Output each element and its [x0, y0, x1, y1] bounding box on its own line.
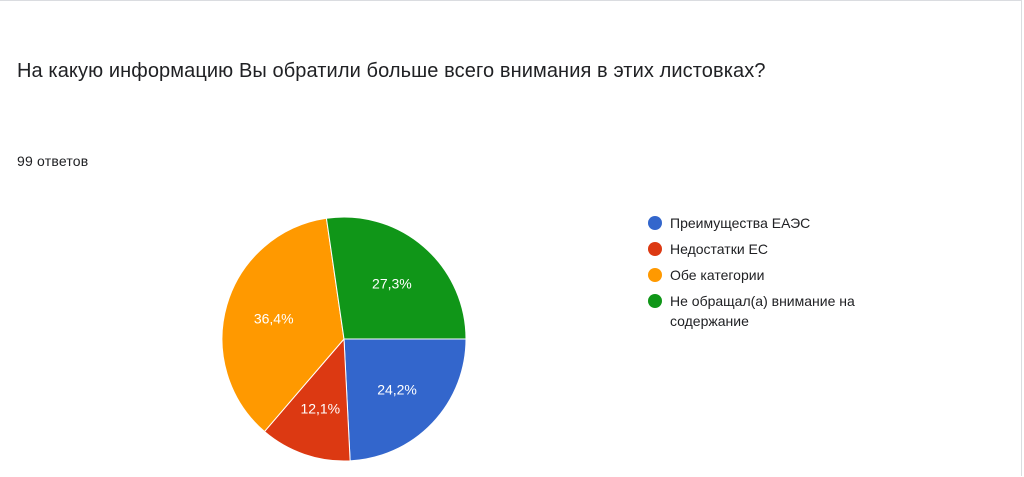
legend-item-0[interactable]: Преимущества ЕАЭС — [648, 213, 908, 233]
legend-swatch-icon — [648, 242, 662, 256]
question-title: На какую информацию Вы обратили больше в… — [17, 60, 766, 82]
pie-slice-3[interactable] — [325, 216, 467, 340]
pie-slice-label-0: 24,2% — [377, 381, 417, 397]
legend-swatch-icon — [648, 268, 662, 282]
pie-slice-label-1: 12,1% — [300, 400, 340, 416]
legend-label: Обе категории — [670, 267, 765, 283]
pie-slice-0[interactable] — [343, 338, 467, 462]
legend-item-2[interactable]: Обе категории — [648, 265, 908, 285]
legend-item-3[interactable]: Не обращал(а) внимание на содержание — [648, 291, 908, 331]
pie-slice-label-2: 36,4% — [254, 311, 294, 327]
legend-label: Преимущества ЕАЭС — [670, 215, 811, 231]
pie-slice-label-3: 27,3% — [372, 276, 412, 292]
legend-label: Недостатки ЕС — [670, 241, 768, 257]
legend-swatch-icon — [648, 294, 662, 308]
chart-legend: Преимущества ЕАЭС Недостатки ЕС Обе катего… — [648, 213, 908, 337]
response-count: 99 ответов — [17, 153, 89, 169]
pie-slice-2[interactable] — [221, 217, 345, 433]
legend-swatch-icon — [648, 216, 662, 230]
legend-label: Не обращал(а) внимание на содержание — [670, 293, 855, 329]
pie-slice-1[interactable] — [263, 337, 351, 462]
legend-item-1[interactable]: Недостатки ЕС — [648, 239, 908, 259]
